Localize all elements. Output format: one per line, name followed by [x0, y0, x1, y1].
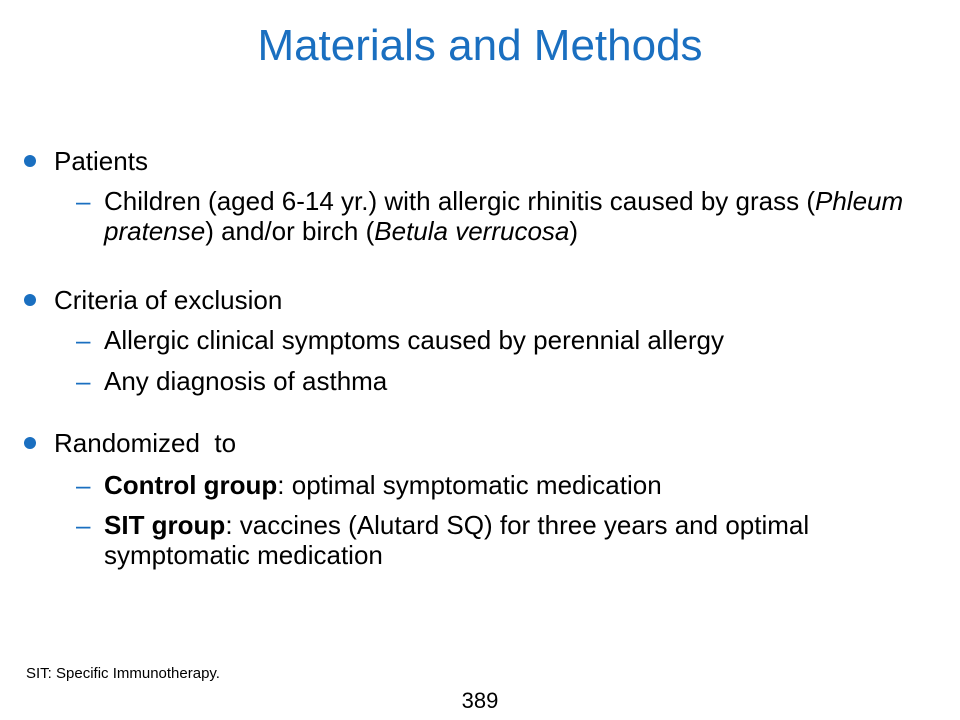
bullet-dot-icon [24, 155, 36, 167]
text-run-italic: Phleum pratense [104, 186, 904, 246]
text-run-bold: Control group [104, 470, 278, 500]
sub-bullet: – Control group: optimal symptomatic med… [76, 470, 906, 500]
bullet-dot-icon [24, 437, 36, 449]
bullet-dot-icon [24, 294, 36, 306]
text-run-italic: Betula verrucosa [374, 216, 570, 246]
dash-icon: – [76, 470, 91, 500]
bullet-randomized: Randomized to [24, 428, 236, 458]
bullet-patients: Patients [24, 146, 148, 176]
bullet-heading: Randomized to [54, 428, 237, 458]
text-run: Allergic clinical symptoms caused by per… [104, 325, 724, 355]
text-run: ) [569, 216, 579, 246]
sub-bullet: – Children (aged 6-14 yr.) with allergic… [76, 186, 906, 246]
footnote: SIT: Specific Immunotherapy. [26, 665, 220, 682]
text-run: Children (aged 6-14 yr.) with allergic r… [104, 186, 815, 216]
text-run: : vaccines (Alutard SQ) for three years … [104, 510, 810, 570]
bullet-heading: Criteria of exclusion [54, 285, 283, 315]
text-run: Any diagnosis of asthma [104, 366, 388, 396]
bullet-criteria: Criteria of exclusion [24, 285, 282, 315]
sub-bullet-text: Control group: optimal symptomatic medic… [104, 470, 906, 500]
sub-bullet: – Allergic clinical symptoms caused by p… [76, 325, 906, 355]
dash-icon: – [76, 186, 91, 216]
sub-bullet-text: Allergic clinical symptoms caused by per… [104, 325, 906, 355]
sub-bullet-text: SIT group: vaccines (Alutard SQ) for thr… [104, 510, 906, 570]
page-title: Materials and Methods [257, 21, 703, 70]
text-run: : optimal symptomatic medication [277, 470, 662, 500]
sub-bullet-text: Any diagnosis of asthma [104, 366, 906, 396]
bullet-heading: Patients [54, 146, 148, 176]
page-number: 389 [461, 688, 499, 713]
sub-bullet-text: Children (aged 6-14 yr.) with allergic r… [104, 186, 906, 246]
dash-icon: – [76, 510, 91, 540]
sub-bullet: – SIT group: vaccines (Alutard SQ) for t… [76, 510, 906, 570]
dash-icon: – [76, 366, 91, 396]
dash-icon: – [76, 325, 91, 355]
text-run-bold: SIT group [104, 510, 226, 540]
sub-bullet: – Any diagnosis of asthma [76, 366, 906, 396]
text-run: ) and/or birch ( [205, 216, 375, 246]
